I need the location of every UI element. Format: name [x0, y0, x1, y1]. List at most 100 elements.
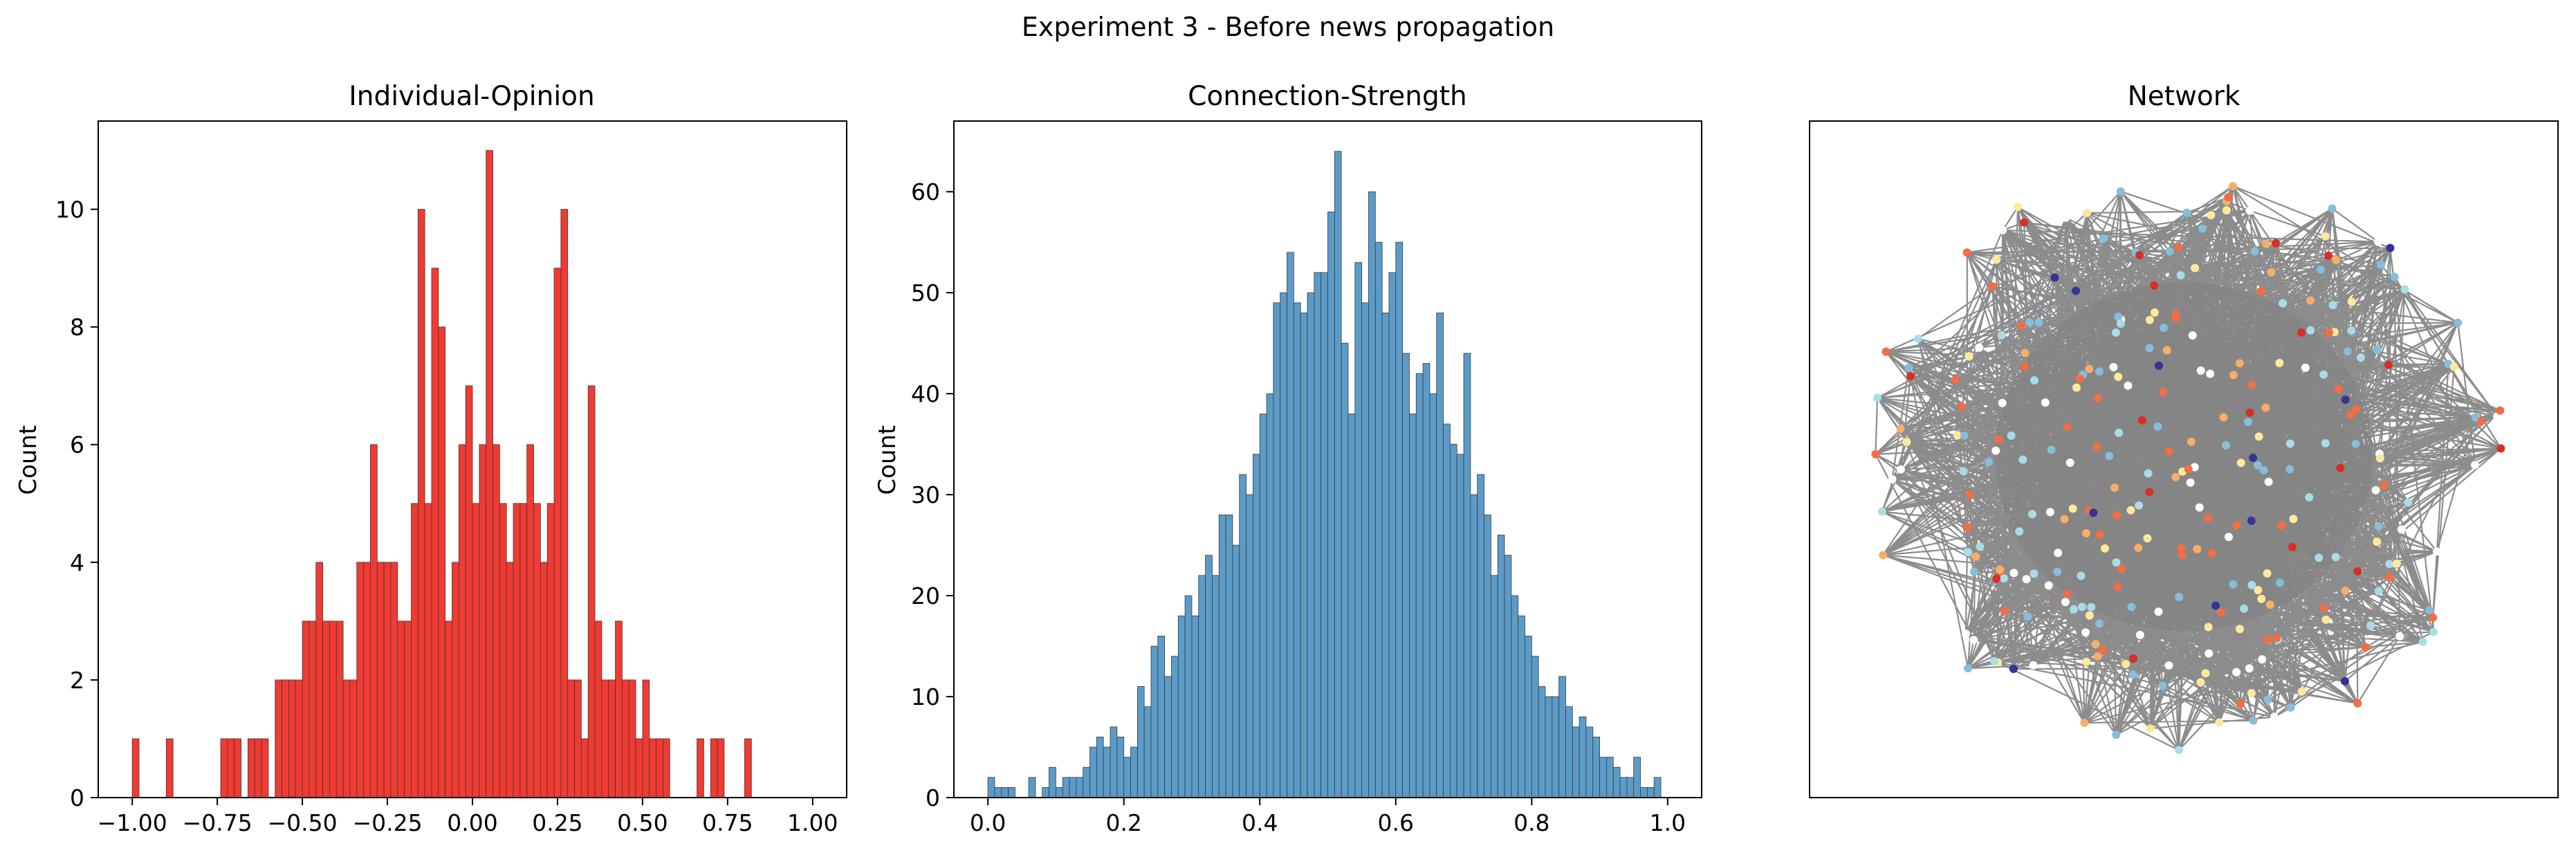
histogram-bar	[390, 562, 398, 798]
network-node	[2204, 513, 2212, 522]
histogram-bar	[1001, 787, 1009, 798]
network-node	[2205, 649, 2214, 658]
y-tick-label: 10	[911, 683, 940, 710]
histogram-bar	[1626, 777, 1635, 798]
network-node	[1965, 352, 1974, 361]
histogram-bar	[131, 738, 140, 798]
x-tick-label: 0.8	[1514, 809, 1549, 836]
network-node	[2025, 318, 2034, 327]
histogram-bar	[546, 503, 555, 798]
network-node	[1988, 282, 1997, 291]
network-node	[2245, 408, 2254, 417]
histogram-bar	[608, 679, 616, 798]
network-node	[2174, 243, 2183, 252]
histogram-bar	[580, 738, 589, 798]
network-node	[2082, 657, 2091, 666]
network-node	[1969, 567, 1978, 576]
network-node	[2229, 580, 2238, 589]
network-node	[2034, 318, 2043, 327]
network-node	[2175, 593, 2184, 601]
network-node	[2374, 522, 2383, 531]
histogram-bar	[540, 562, 548, 798]
network-node	[2029, 661, 2038, 670]
histogram-bar	[594, 620, 602, 798]
x-tick-label: 0.2	[1105, 809, 1141, 836]
histogram-bar	[486, 150, 493, 798]
histogram-bar	[370, 444, 378, 798]
network-node	[2332, 255, 2341, 264]
histogram-bar	[1253, 454, 1260, 798]
histogram-bar	[1049, 766, 1056, 798]
x-tick-label: 1.00	[787, 809, 838, 836]
network-node	[1904, 363, 1913, 372]
network-node	[1998, 398, 2007, 407]
network-node	[2158, 387, 2167, 396]
histogram-bar	[1646, 787, 1655, 798]
histogram-bar	[1232, 544, 1240, 798]
histogram-bar	[587, 385, 596, 798]
network-node	[2324, 251, 2333, 260]
histogram-bar	[1653, 777, 1662, 798]
histogram-bar	[1212, 575, 1220, 798]
histogram-bar	[663, 738, 670, 798]
network-node	[2321, 615, 2330, 624]
y-tick-label: 50	[911, 279, 940, 306]
network-node	[1879, 551, 1888, 560]
network-node	[2400, 285, 2409, 294]
network-node	[2198, 224, 2207, 233]
x-tick-label: 0.00	[447, 809, 497, 836]
network-node	[2080, 718, 2089, 727]
histogram-bar	[254, 738, 262, 798]
histogram-bar	[1341, 342, 1349, 798]
network-node	[2247, 516, 2256, 525]
network-node	[2425, 606, 2434, 615]
network-node	[2377, 260, 2386, 269]
histogram-bar	[288, 679, 296, 798]
network-node	[2250, 247, 2259, 256]
histogram-bar	[1572, 726, 1580, 798]
network-node	[2373, 537, 2382, 546]
network-node	[2184, 465, 2193, 474]
network-node	[2204, 623, 2213, 632]
network-node	[1985, 458, 1994, 466]
network-node	[2331, 553, 2340, 562]
network-node	[2353, 699, 2362, 708]
panel-individual-opinion: Individual-Opinion Count −1.00 −0.75 −0.50…	[15, 81, 847, 836]
network-node	[2272, 239, 2280, 248]
network-node	[2261, 403, 2270, 412]
y-tick-label: 0	[926, 784, 940, 811]
network-node	[2256, 286, 2265, 295]
network-node	[2022, 575, 2031, 584]
x-tick-label: −1.00	[98, 809, 167, 836]
network-node	[2373, 346, 2382, 355]
network-node	[2047, 445, 2056, 454]
network-node	[2201, 669, 2210, 678]
network-node	[2021, 349, 2030, 358]
histogram-bar	[1184, 595, 1193, 798]
network-node	[1961, 629, 1970, 638]
network-node	[2384, 360, 2393, 369]
network-node	[2027, 510, 2036, 519]
network-node	[2124, 381, 2133, 390]
histogram-bar	[1497, 535, 1505, 798]
network-node	[2321, 232, 2330, 241]
network-node	[2020, 218, 2029, 227]
network-node	[2254, 461, 2262, 470]
histogram-bar	[1518, 615, 1525, 798]
network-node	[2257, 594, 2266, 603]
histogram-bar	[383, 562, 392, 798]
x-tick-label: 1.0	[1650, 809, 1686, 836]
histogram-bar	[282, 679, 289, 798]
network-node	[2000, 607, 2009, 616]
histogram-bar	[404, 620, 412, 798]
histogram-bar	[1089, 746, 1097, 798]
histogram-bar	[349, 679, 358, 798]
network-node	[2235, 359, 2244, 368]
histogram-bar	[628, 679, 636, 798]
network-node	[2352, 405, 2361, 414]
network-node	[2215, 718, 2224, 727]
network-node	[2249, 453, 2258, 462]
y-tick-label: 6	[70, 432, 84, 459]
network-node	[2111, 328, 2120, 337]
